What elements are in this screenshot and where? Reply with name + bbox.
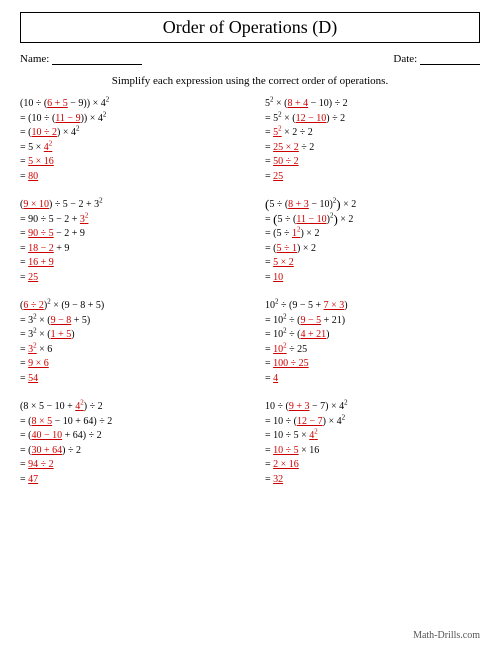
header-row: Name: Date: [20, 53, 480, 65]
footer-credit: Math-Drills.com [413, 630, 480, 641]
solution-step: = 9 × 6 [20, 357, 235, 372]
solution-step: (9 × 10) ÷ 5 − 2 + 32 [20, 198, 235, 213]
solution-step: = (40 − 10 + 64) ÷ 2 [20, 429, 235, 444]
solution-step: = 54 [20, 372, 235, 387]
problem: 10 ÷ (9 + 3 − 7) × 42= 10 ÷ (12 − 7) × 4… [265, 400, 480, 487]
solution-step: = 25 [265, 170, 480, 185]
problem: 102 ÷ (9 − 5 + 7 × 3)= 102 ÷ (9 − 5 + 21… [265, 299, 480, 386]
solution-step: = 102 ÷ (4 + 21) [265, 328, 480, 343]
solution-step: = 90 ÷ 5 − 2 + 9 [20, 227, 235, 242]
solution-step: = 47 [20, 473, 235, 488]
solution-step: = (5 ÷ 1) × 2 [265, 242, 480, 257]
solution-step: = 52 × (12 − 10) ÷ 2 [265, 112, 480, 127]
solution-step: = 25 × 2 ÷ 2 [265, 141, 480, 156]
date-blank [420, 53, 480, 65]
solution-step: = (8 × 5 − 10 + 64) ÷ 2 [20, 415, 235, 430]
solution-step: = 18 − 2 + 9 [20, 242, 235, 257]
solution-step: = (30 + 64) ÷ 2 [20, 444, 235, 459]
problem: 52 × (8 + 4 − 10) ÷ 2= 52 × (12 − 10) ÷ … [265, 97, 480, 184]
solution-step: = 10 ÷ (12 − 7) × 42 [265, 415, 480, 430]
solution-step: = 94 ÷ 2 [20, 458, 235, 473]
problem: (8 × 5 − 10 + 42) ÷ 2= (8 × 5 − 10 + 64)… [20, 400, 235, 487]
name-label: Name: [20, 53, 49, 65]
problem: (6 ÷ 2)2 × (9 − 8 + 5)= 32 × (9 − 8 + 5)… [20, 299, 235, 386]
solution-step: = 52 × 2 ÷ 2 [265, 126, 480, 141]
solution-step: = 32 × (1 + 5) [20, 328, 235, 343]
solution-step: = 5 × 42 [20, 141, 235, 156]
solution-step: = 100 ÷ 25 [265, 357, 480, 372]
solution-step: = 2 × 16 [265, 458, 480, 473]
solution-step: = 50 ÷ 2 [265, 155, 480, 170]
solution-step: = 10 ÷ 5 × 42 [265, 429, 480, 444]
solution-step: = 10 [265, 271, 480, 286]
solution-step: 102 ÷ (9 − 5 + 7 × 3) [265, 299, 480, 314]
solution-step: = 32 [265, 473, 480, 488]
right-column: 52 × (8 + 4 − 10) ÷ 2= 52 × (12 − 10) ÷ … [265, 97, 480, 487]
solution-step: = 90 ÷ 5 − 2 + 32 [20, 213, 235, 228]
solution-step: = 4 [265, 372, 480, 387]
solution-step: 10 ÷ (9 + 3 − 7) × 42 [265, 400, 480, 415]
problem: (5 ÷ (8 + 3 − 10)2) × 2= (5 ÷ (11 − 10)2… [265, 198, 480, 285]
solution-step: (5 ÷ (8 + 3 − 10)2) × 2 [265, 198, 480, 213]
problem: (10 ÷ (6 + 5 − 9)) × 42= (10 ÷ (11 − 9))… [20, 97, 235, 184]
solution-step: = 102 ÷ 25 [265, 343, 480, 358]
solution-step: = (10 ÷ (11 − 9)) × 42 [20, 112, 235, 127]
page-title: Order of Operations (D) [20, 12, 480, 43]
solution-step: = 102 ÷ (9 − 5 + 21) [265, 314, 480, 329]
solution-step: (8 × 5 − 10 + 42) ÷ 2 [20, 400, 235, 415]
date-label: Date: [393, 53, 417, 65]
solution-step: = 32 × (9 − 8 + 5) [20, 314, 235, 329]
date-field: Date: [393, 53, 480, 65]
problems-grid: (10 ÷ (6 + 5 − 9)) × 42= (10 ÷ (11 − 9))… [20, 97, 480, 487]
solution-step: = 16 + 9 [20, 256, 235, 271]
worksheet-page: Order of Operations (D) Name: Date: Simp… [0, 0, 500, 647]
solution-step: = 5 × 2 [265, 256, 480, 271]
name-blank [52, 53, 142, 65]
instruction-text: Simplify each expression using the corre… [20, 75, 480, 87]
solution-step: = 80 [20, 170, 235, 185]
solution-step: = 5 × 16 [20, 155, 235, 170]
solution-step: = (5 ÷ 12) × 2 [265, 227, 480, 242]
name-field: Name: [20, 53, 142, 65]
solution-step: = 32 × 6 [20, 343, 235, 358]
left-column: (10 ÷ (6 + 5 − 9)) × 42= (10 ÷ (11 − 9))… [20, 97, 235, 487]
solution-step: (6 ÷ 2)2 × (9 − 8 + 5) [20, 299, 235, 314]
solution-step: (10 ÷ (6 + 5 − 9)) × 42 [20, 97, 235, 112]
solution-step: 52 × (8 + 4 − 10) ÷ 2 [265, 97, 480, 112]
solution-step: = 25 [20, 271, 235, 286]
solution-step: = 10 ÷ 5 × 16 [265, 444, 480, 459]
problem: (9 × 10) ÷ 5 − 2 + 32= 90 ÷ 5 − 2 + 32= … [20, 198, 235, 285]
